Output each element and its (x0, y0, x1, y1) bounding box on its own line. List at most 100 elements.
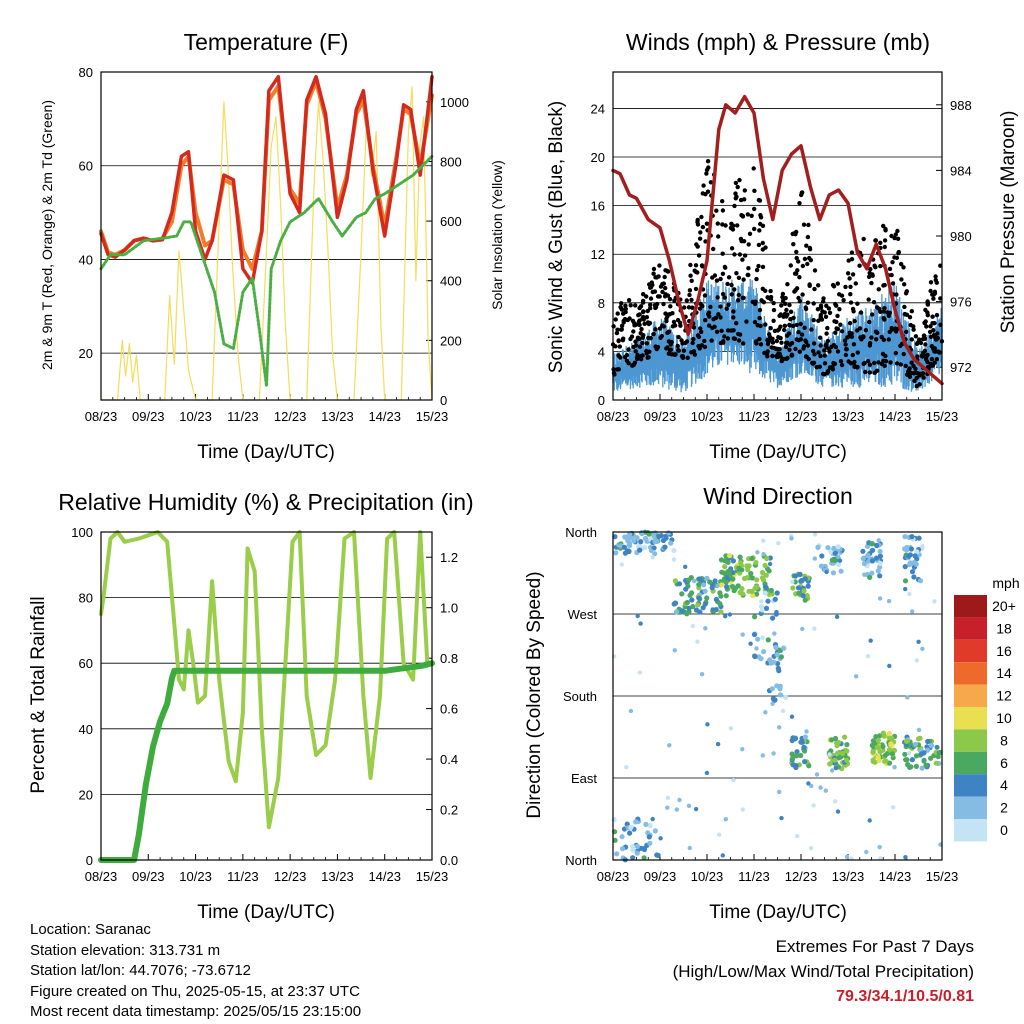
gust-point (742, 197, 747, 202)
gust-point (624, 353, 630, 358)
gust-point (803, 338, 808, 343)
gust-point (899, 261, 904, 267)
gust-point (889, 233, 894, 239)
gust-point (666, 339, 672, 344)
gust-point (823, 314, 829, 319)
rh-xtick-label: 14/23 (368, 869, 401, 884)
gust-point (837, 292, 842, 297)
gust-point (869, 280, 874, 286)
wind-ytick-label: 0 (598, 393, 605, 408)
gust-point (790, 323, 796, 329)
direction-point (917, 735, 923, 741)
rh-xtick-label: 08/23 (85, 869, 118, 884)
colorbar-swatch (954, 729, 987, 752)
direction-point (710, 607, 715, 612)
gust-point (839, 362, 845, 368)
gust-point (816, 350, 821, 355)
gust-point (922, 321, 927, 326)
direction-point (834, 743, 840, 749)
gust-point (802, 325, 807, 330)
gust-point (831, 284, 837, 289)
gust-point (866, 297, 871, 302)
gust-point (628, 303, 633, 308)
gust-point (883, 359, 889, 364)
direction-point (802, 597, 808, 603)
gust-point (647, 320, 653, 326)
gust-point (896, 249, 901, 255)
direction-point (643, 821, 649, 828)
direction-point (753, 560, 759, 566)
direction-point (789, 536, 794, 541)
direction-point (794, 749, 800, 755)
gust-point (931, 328, 936, 333)
direction-point (611, 817, 617, 823)
gust-point (653, 305, 659, 310)
gust-point (783, 344, 789, 350)
direction-point (792, 736, 798, 742)
direction-point (911, 559, 917, 566)
direction-point (880, 730, 887, 736)
direction-point (679, 608, 685, 614)
gust-point (730, 227, 736, 232)
gust-point (619, 327, 624, 332)
direction-point (638, 539, 644, 545)
gust-point (615, 311, 620, 316)
gust-point (725, 328, 731, 333)
gust-point (691, 336, 696, 342)
gust-point (642, 321, 647, 326)
gust-point (780, 291, 786, 297)
gust-point (852, 359, 857, 365)
rh-xtick-label: 15/23 (416, 869, 449, 884)
gust-point (670, 311, 675, 316)
gust-point (659, 333, 664, 339)
gust-point (930, 314, 935, 319)
direction-point (642, 545, 648, 551)
direction-point (652, 551, 658, 557)
gust-point (702, 344, 708, 350)
gust-point (613, 317, 618, 322)
pressure-ytick-label: 984 (950, 163, 972, 178)
gust-point (807, 283, 812, 288)
gust-point (640, 353, 645, 358)
gust-point (736, 292, 741, 298)
direction-point (825, 545, 831, 551)
gust-point (881, 223, 886, 229)
direction-point (875, 737, 882, 743)
direction-point (789, 755, 796, 762)
gust-point (734, 321, 739, 326)
direction-point (766, 591, 772, 597)
gust-point (909, 360, 914, 365)
wdir-ytick-label: East (571, 771, 597, 786)
gust-point (887, 266, 893, 272)
gust-point (838, 359, 844, 364)
gust-point (710, 325, 715, 331)
direction-point (740, 747, 745, 752)
gust-point (648, 302, 653, 307)
gust-point (801, 222, 807, 227)
colorbar-swatch (954, 662, 987, 685)
direction-point (754, 577, 760, 583)
direction-point (760, 753, 765, 758)
gust-point (635, 356, 640, 362)
colorbar-label: 2 (1000, 800, 1008, 816)
gust-point (830, 367, 835, 372)
direction-point (812, 626, 817, 631)
gust-point (816, 283, 821, 288)
direction-point (774, 683, 780, 689)
direction-point (713, 596, 720, 603)
direction-point (677, 797, 682, 803)
gust-point (843, 352, 849, 358)
direction-point (660, 537, 667, 544)
direction-point (765, 637, 771, 643)
direction-point (835, 544, 841, 550)
direction-point (829, 557, 836, 563)
gust-point (641, 309, 646, 314)
solar-ytick-label: 1000 (440, 95, 469, 110)
gust-point (869, 335, 874, 340)
direction-point (923, 762, 929, 769)
gust-point (729, 292, 734, 297)
direction-point (637, 670, 643, 675)
gust-point (758, 342, 764, 347)
direction-point (760, 635, 765, 640)
temperature-xlabel: Time (Day/UTC) (197, 442, 335, 463)
